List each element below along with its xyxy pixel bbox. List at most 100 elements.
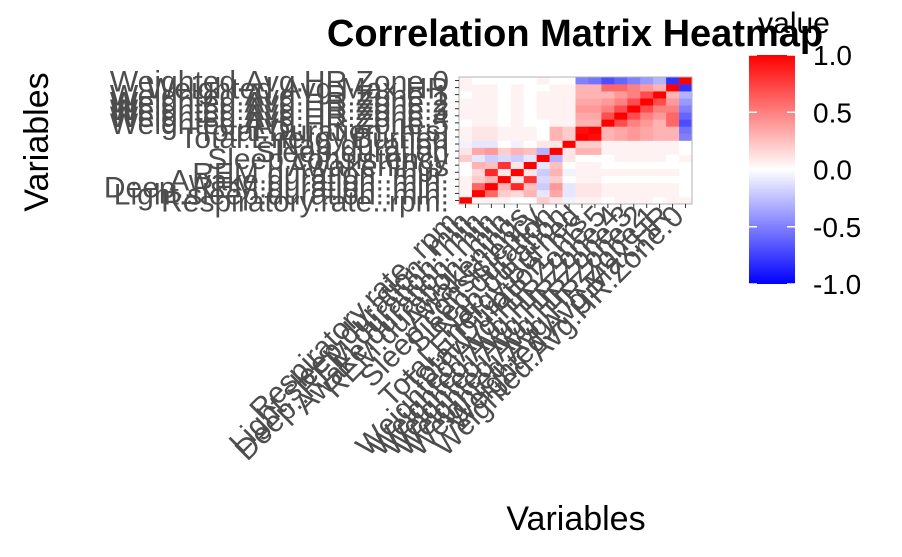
heatmap-cell [666, 189, 680, 198]
heatmap-cell [666, 91, 680, 99]
heatmap-cell [653, 98, 667, 106]
heatmap-cell [653, 140, 667, 148]
heatmap-cell [497, 168, 512, 177]
heatmap-cell [497, 91, 512, 99]
heatmap-cell [562, 112, 576, 120]
heatmap-cell [601, 161, 615, 170]
heatmap-cell [640, 196, 654, 205]
heatmap-cell [575, 182, 589, 191]
heatmap-cell [627, 133, 641, 141]
heatmap-cell [471, 196, 486, 205]
heatmap-cell [588, 168, 602, 177]
heatmap-cell [679, 175, 693, 184]
heatmap-cell [497, 84, 512, 92]
heatmap-cell [666, 84, 680, 92]
heatmap-cell [510, 140, 525, 148]
heatmap-cell [627, 112, 641, 120]
heatmap-cell [549, 140, 563, 148]
heatmap-cell [459, 98, 473, 106]
heatmap-cell [484, 154, 499, 162]
legend-tick-label: 0.0 [813, 155, 852, 186]
x-axis-ticks: Respiratory.rate..rpm.Light.sleep.durati… [223, 200, 690, 467]
heatmap-cell [666, 168, 680, 177]
heatmap-cell [627, 147, 641, 155]
heatmap-cell [562, 133, 576, 141]
legend-tick-label: 0.5 [813, 97, 852, 128]
heatmap-cell [497, 189, 512, 198]
heatmap-cell [601, 98, 615, 106]
heatmap-cell [471, 175, 486, 184]
heatmap-cell [459, 168, 473, 177]
heatmap-cell [640, 77, 654, 85]
heatmap-cell [575, 154, 589, 162]
heatmap-cell [549, 147, 563, 155]
heatmap-cell [666, 126, 680, 134]
heatmap-cell [484, 147, 499, 155]
heatmap-cell [497, 147, 512, 155]
y-tick-label: Weighted.Avg.HR.Zone.4 [110, 101, 449, 134]
heatmap-cell [653, 189, 667, 198]
heatmap-cell [614, 112, 628, 120]
heatmap-cell [471, 112, 486, 120]
heatmap-cell [679, 119, 693, 127]
heatmap-cell [601, 175, 615, 184]
heatmap-cell [653, 147, 667, 155]
heatmap-cell [679, 133, 693, 141]
heatmap-cell [614, 189, 628, 198]
heatmap-cell [640, 84, 654, 92]
y-axis-ticks: Respiratory.rate..rpm.Light.sleep.durati… [104, 66, 459, 218]
heatmap-cell [484, 182, 499, 191]
heatmap-cell [562, 189, 576, 198]
heatmap-cell [575, 84, 589, 92]
heatmap-cell [536, 77, 550, 85]
heatmap-cell [640, 189, 654, 198]
heatmap-cell [523, 126, 537, 134]
heatmap-cell [459, 126, 473, 134]
heatmap-cell [459, 84, 473, 92]
heatmap-cell [614, 196, 628, 205]
heatmap-cell [459, 175, 473, 184]
heatmap-cell [653, 112, 667, 120]
y-axis-title: Variables [18, 72, 56, 211]
heatmap-cell [588, 119, 602, 127]
heatmap-cell [575, 161, 589, 170]
heatmap-cell [536, 196, 550, 205]
heatmap-cell [536, 182, 550, 191]
heatmap-cell [653, 168, 667, 177]
heatmap-cell [459, 189, 473, 198]
heatmap-cell [640, 168, 654, 177]
heatmap-cell [471, 189, 486, 198]
heatmap-cell [510, 77, 525, 85]
heatmap-cell [614, 175, 628, 184]
heatmap-cell [562, 77, 576, 85]
heatmap-cell [536, 154, 550, 162]
heatmap-cell [640, 112, 654, 120]
heatmap-cell [510, 119, 525, 127]
heatmap-cell [575, 77, 589, 85]
heatmap-cell [627, 77, 641, 85]
heatmap-cell [653, 119, 667, 127]
heatmap-cell [484, 140, 499, 148]
heatmap-cell [497, 161, 512, 170]
y-tick-label: Weighted.Avg.HR.Zone.5 [110, 108, 449, 141]
heatmap-cell [653, 77, 667, 85]
heatmap-cell [523, 91, 537, 99]
heatmap-cells [459, 77, 693, 205]
heatmap-cell [575, 196, 589, 205]
heatmap-cell [471, 147, 486, 155]
heatmap-cell [523, 77, 537, 85]
heatmap-cell [497, 182, 512, 191]
heatmap-cell [549, 112, 563, 120]
y-tick-label: Weighted.Avg.HR.Zone.3 [110, 94, 449, 127]
heatmap-cell [536, 168, 550, 177]
heatmap-cell [459, 119, 473, 127]
heatmap-cell [666, 161, 680, 170]
heatmap-cell [627, 175, 641, 184]
heatmap-cell [459, 140, 473, 148]
heatmap-cell [653, 133, 667, 141]
heatmap-cell [484, 175, 499, 184]
heatmap-cell [588, 189, 602, 198]
heatmap-cell [679, 98, 693, 106]
heatmap-cell [575, 140, 589, 148]
heatmap-cell [497, 133, 512, 141]
